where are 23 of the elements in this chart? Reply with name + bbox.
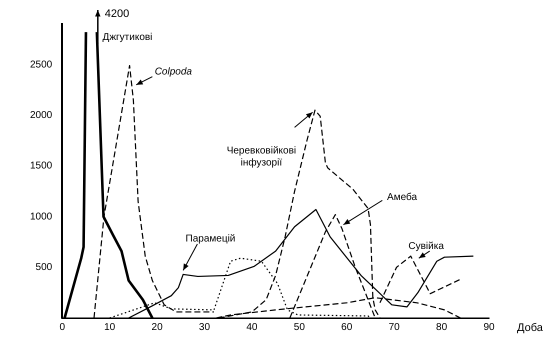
text: Парамецій	[186, 234, 236, 245]
x-tick-label: 70	[388, 322, 400, 333]
series-label: Джгутикові	[102, 32, 152, 43]
x-tick-label: 30	[198, 322, 210, 333]
x-tick-label: 50	[294, 322, 306, 333]
series-label: Сувійка	[408, 240, 444, 252]
x-tick-label: 0	[59, 322, 66, 333]
y-tick-label: 500	[36, 262, 53, 274]
x-tick-label: 20	[152, 322, 164, 333]
text: Colpoda	[154, 66, 192, 78]
y-tick-label: 1000	[30, 211, 53, 222]
y-tick-label: 2000	[30, 110, 53, 121]
x-tick-label: 90	[483, 322, 495, 333]
x-tick-label: 40	[246, 322, 258, 333]
x-tick-label: 80	[436, 322, 448, 333]
x-tick-label: 10	[104, 322, 116, 333]
series-label: Черевковійкові інфузорії	[226, 145, 296, 168]
x-tick-label: 60	[341, 322, 353, 333]
y-tick-label: 1500	[30, 160, 53, 172]
x-axis-title: Доба	[517, 322, 544, 334]
text: 4200	[104, 8, 130, 20]
y-tick-label: 2500	[30, 59, 53, 70]
text: Амеба	[387, 192, 418, 204]
